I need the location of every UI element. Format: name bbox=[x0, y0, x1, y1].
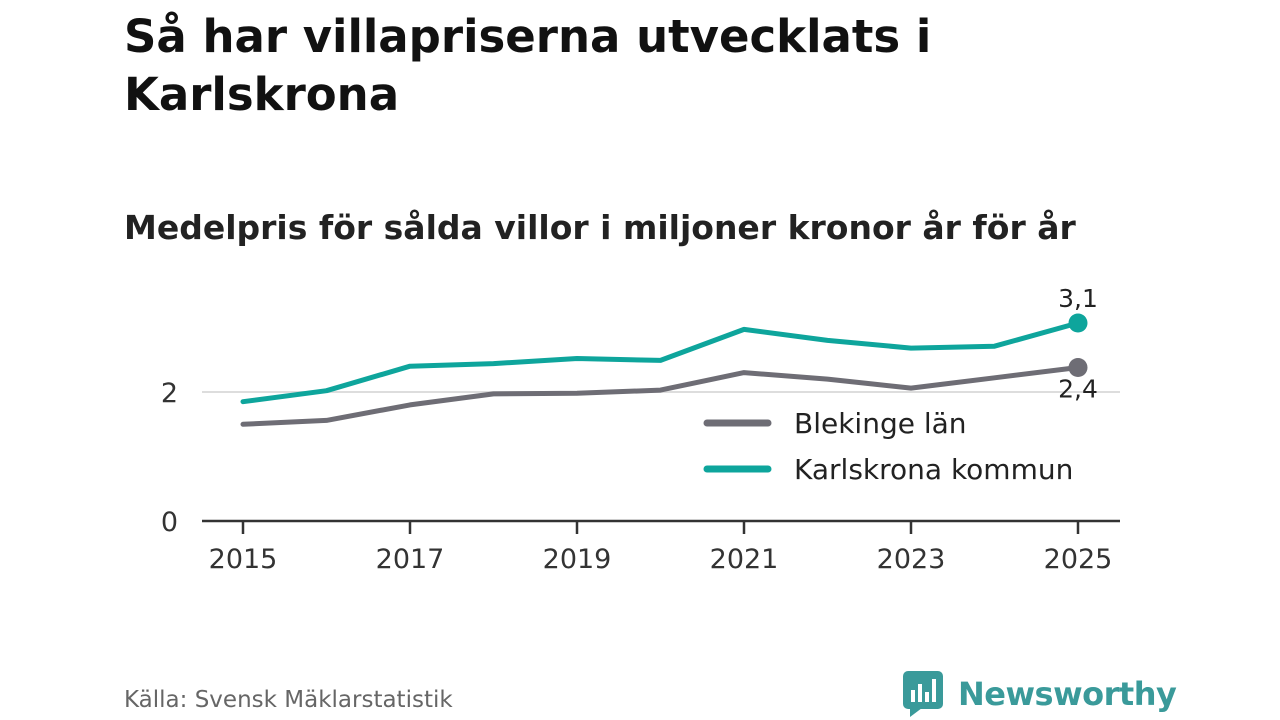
newsworthy-logo-icon bbox=[903, 671, 943, 717]
x-tick-label: 2023 bbox=[877, 544, 946, 575]
series-line-0 bbox=[240, 365, 1081, 427]
x-tick-label: 2015 bbox=[209, 544, 278, 575]
x-tick-label: 2019 bbox=[543, 544, 612, 575]
x-tick-label: 2017 bbox=[376, 544, 445, 575]
x-tick-label: 2025 bbox=[1044, 544, 1113, 575]
legend-label-0: Blekinge län bbox=[794, 407, 967, 440]
chart-title: Så har villapriserna utvecklats i Karlsk… bbox=[124, 10, 932, 121]
chart-subtitle: Medelpris för sålda villor i miljoner kr… bbox=[124, 208, 1076, 247]
y-tick-label: 0 bbox=[161, 507, 178, 538]
brand-logo: Newsworthy bbox=[902, 670, 1177, 718]
brand-name: Newsworthy bbox=[958, 675, 1177, 713]
end-label-karlskrona: 3,1 bbox=[1058, 284, 1098, 313]
legend-label-1: Karlskrona kommun bbox=[794, 453, 1073, 486]
series-end-point-0 bbox=[1068, 357, 1088, 377]
series-line-1 bbox=[240, 320, 1081, 405]
y-tick-label: 2 bbox=[161, 378, 178, 409]
source-note: Källa: Svensk Mäklarstatistik bbox=[124, 687, 453, 713]
series-end-point-1 bbox=[1068, 313, 1088, 333]
end-label-blekinge: 2,4 bbox=[1058, 374, 1098, 403]
x-tick-label: 2021 bbox=[710, 544, 779, 575]
